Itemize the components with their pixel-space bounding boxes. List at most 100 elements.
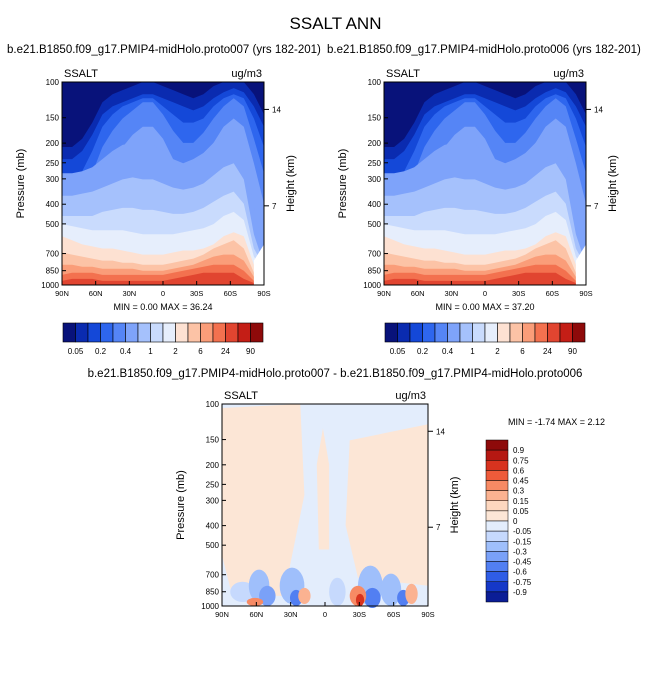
panel1-variable-label: SSALT	[64, 68, 98, 80]
panel1-colorbar-label: 90	[246, 347, 255, 356]
panel1-y-tick-label: 300	[46, 175, 60, 184]
panel3-right-tick-label: 7	[436, 523, 441, 532]
panel1-y-tick-label: 100	[46, 78, 60, 87]
panel3-y-axis-title: Pressure (mb)	[175, 470, 187, 540]
panel3-x-tick-label: 30N	[284, 610, 298, 619]
panel1-colorbar-box	[162, 322, 176, 343]
panel1-colorbar-label: 0.4	[120, 347, 132, 356]
panel3-colorbar-box	[485, 591, 509, 603]
panel2-colorbar-label: 0.05	[390, 347, 406, 356]
panel1-min-max-stats: MIN = 0.00 MAX = 36.24	[113, 302, 212, 312]
panel2-colorbar-box	[459, 322, 473, 343]
panel3-y-tick-label: 300	[206, 496, 220, 505]
panel1-units-label: ug/m3	[231, 68, 262, 80]
panel1-contour-field	[62, 82, 264, 285]
panel2-colorbar-label: 6	[520, 347, 525, 356]
panel2-x-tick-label: 60N	[411, 289, 425, 298]
panel2-colorbar-box	[472, 322, 486, 343]
panel1-colorbar-label: 2	[173, 347, 178, 356]
panel3-colorbar-box	[485, 500, 509, 512]
panel1-y-tick-label: 500	[46, 220, 60, 229]
panel1-colorbar-box	[87, 322, 101, 343]
panel2-colorbar-label: 0.2	[417, 347, 429, 356]
panel1-colorbar-label: 6	[198, 347, 203, 356]
panel2-colorbar-label: 24	[543, 347, 552, 356]
figure-title: SSALT ANN	[289, 14, 382, 33]
panel3-x-tick-label: 60N	[249, 610, 263, 619]
panel3-colorbar-label: 0	[513, 517, 518, 526]
panel3-contour-band	[222, 404, 305, 596]
panel3-y-tick-label: 500	[206, 541, 220, 550]
panel3-right-axis-title: Height (km)	[449, 477, 461, 534]
panel3-contour-band	[316, 428, 330, 550]
panel3-colorbar-box	[485, 551, 509, 562]
panel3-colorbar-label: -0.05	[513, 527, 532, 536]
panel2-colorbar-label: 90	[568, 347, 577, 356]
panel1-colorbar-box	[75, 322, 89, 343]
panel2-y-tick-label: 1000	[363, 281, 381, 290]
panel2-colorbar-box	[409, 322, 423, 343]
panel1-y-tick-label: 1000	[41, 281, 59, 290]
panel3-colorbar-box	[485, 510, 509, 522]
panel2-y-tick-label: 200	[368, 139, 382, 148]
panel1-y-tick-label: 150	[46, 114, 60, 123]
panel3-colorbar-label: 0.3	[513, 487, 525, 496]
panel3-y-tick-label: 150	[206, 436, 220, 445]
panel1-y-axis-title: Pressure (mb)	[15, 149, 27, 219]
panel1-y-tick-label: 850	[46, 267, 60, 276]
panel2-right-axis-title: Height (km)	[607, 155, 619, 212]
panel1-right-tick-label: 14	[272, 105, 281, 114]
panel1-colorbar-box	[237, 322, 251, 343]
panel3-contour-band	[329, 577, 346, 606]
panel1-y-tick-label: 200	[46, 139, 60, 148]
panel2-y-tick-label: 850	[368, 267, 382, 276]
panel2-contour-band	[384, 272, 586, 285]
panel2-y-tick-label: 400	[368, 200, 382, 209]
panel1-y-tick-label: 250	[46, 159, 60, 168]
panel2-right-tick-label: 7	[594, 202, 599, 211]
panel2-y-tick-label: 500	[368, 220, 382, 229]
panel1-y-tick-label: 400	[46, 200, 60, 209]
panel2-topography-mask	[575, 244, 586, 285]
panel3-y-tick-label: 250	[206, 480, 220, 489]
panel3-colorbar-label: -0.75	[513, 578, 532, 587]
panel3-colorbar-label: 0.9	[513, 446, 525, 455]
panel2-colorbar-box	[497, 322, 511, 343]
panel1-colorbar-label: 0.05	[68, 347, 84, 356]
panel2-colorbar-label: 1	[470, 347, 475, 356]
panel2-colorbar-box	[572, 322, 586, 343]
panel1-case-title: b.e21.B1850.f09_g17.PMIP4-midHolo.proto0…	[7, 44, 321, 56]
panel3-y-tick-label: 100	[206, 400, 220, 409]
panel3-colorbar-box	[485, 530, 509, 542]
panel1-colorbar-label: 24	[221, 347, 230, 356]
panel2-colorbar-box	[484, 322, 498, 343]
panel3-contour-band	[298, 587, 311, 604]
panel2-y-tick-label: 700	[368, 250, 382, 259]
panel3-colorbar-label: -0.15	[513, 537, 532, 546]
panel2-case-title: b.e21.B1850.f09_g17.PMIP4-midHolo.proto0…	[327, 44, 641, 56]
panel3-contour-band	[355, 593, 365, 606]
panel3-contour-band	[259, 585, 276, 607]
panel3-units-label: ug/m3	[395, 390, 426, 402]
panel2-y-axis-title: Pressure (mb)	[337, 149, 349, 219]
panel1-colorbar-label: 0.2	[95, 347, 107, 356]
panel3-colorbar-box	[485, 480, 509, 491]
panel1-contour-band	[62, 272, 264, 285]
panel2-x-tick-label: 90N	[377, 289, 391, 298]
panel3-colorbar-box	[485, 561, 509, 572]
panel2-x-tick-label: 60S	[546, 289, 559, 298]
panel2-colorbar-box	[534, 322, 548, 343]
panel1-colorbar-box	[112, 322, 126, 343]
panel2-y-tick-label: 300	[368, 175, 382, 184]
panel2-x-tick-label: 30S	[512, 289, 525, 298]
panel3-x-tick-label: 30S	[353, 610, 366, 619]
panel3-colorbar-label: 0.6	[513, 466, 525, 475]
panel3-right-tick-label: 14	[436, 427, 445, 436]
panel1-colorbar-box	[250, 322, 264, 343]
panel2-colorbar-box	[509, 322, 523, 343]
panel2-colorbar-box	[447, 322, 461, 343]
panel3-colorbar-box	[485, 541, 509, 552]
panel3-colorbar-box	[485, 439, 509, 451]
panel3-colorbar-box	[485, 571, 509, 582]
